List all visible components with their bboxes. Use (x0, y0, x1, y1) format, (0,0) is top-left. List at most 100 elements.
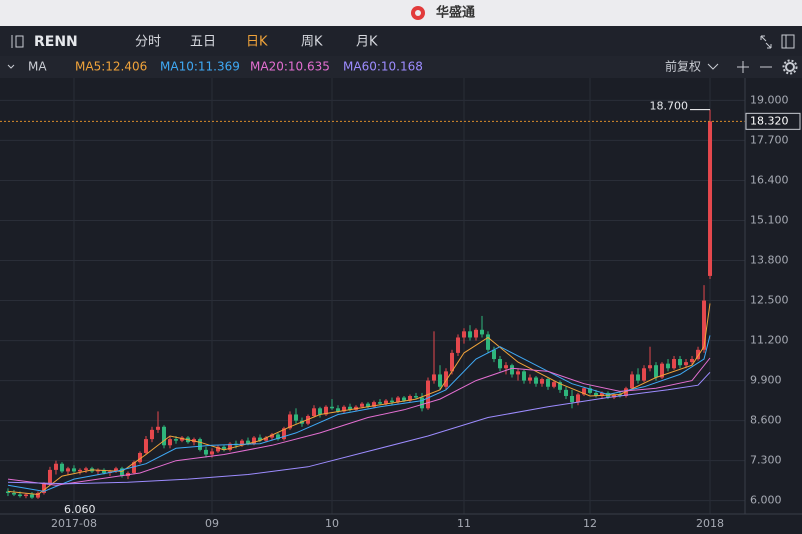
candle-body (576, 394, 581, 403)
candle-body (690, 359, 695, 363)
candle-body (29, 494, 34, 498)
candle-body (408, 395, 413, 401)
candle-body (588, 388, 593, 393)
candle-body (618, 394, 623, 396)
candle-body (696, 349, 701, 360)
candle-body (432, 374, 437, 381)
candle-body (101, 469, 106, 473)
candle-body (384, 400, 389, 404)
indicator-dropdown[interactable] (7, 64, 15, 69)
candle-body (474, 329, 479, 338)
candle-body (390, 400, 395, 403)
adjust-dropdown[interactable] (707, 63, 719, 70)
candle-body (564, 389, 569, 396)
candle-body (552, 382, 557, 387)
candle-body (23, 494, 28, 497)
candle-body (636, 374, 641, 381)
y-tick-label: 8.600 (750, 414, 782, 427)
legend-entry: MA5:12.406 (75, 60, 147, 74)
candle-body (672, 359, 677, 369)
candle-body (546, 379, 551, 387)
candle-body (347, 406, 352, 410)
legend-entry: MA10:11.369 (160, 60, 240, 74)
candle-body (341, 406, 346, 412)
candle-body (245, 440, 250, 444)
tab[interactable]: 周K (301, 35, 323, 50)
tab-active[interactable]: 日K (246, 35, 268, 50)
candle-body (227, 443, 232, 450)
candle-body (11, 492, 16, 495)
candle-body (359, 403, 364, 407)
last-price-label: 18.320 (750, 114, 789, 127)
candle-body (317, 408, 322, 415)
candle-body (372, 402, 377, 407)
candle-body (257, 437, 262, 441)
candle-body (414, 395, 419, 398)
candle-body (378, 402, 383, 404)
candle-body (468, 331, 473, 338)
candle-body (329, 406, 334, 409)
expand-icon[interactable] (760, 35, 772, 49)
indicator-name: MA (28, 60, 47, 74)
y-tick-label: 19.000 (750, 93, 789, 106)
candle-body (167, 439, 172, 446)
candle-body (293, 414, 298, 421)
y-tick-label: 16.400 (750, 173, 789, 186)
candle-body (666, 363, 671, 369)
x-tick-label: 2017-08 (51, 517, 97, 530)
candle-body (5, 491, 10, 493)
settings-icon[interactable] (782, 59, 798, 75)
candle-body (462, 331, 467, 338)
x-tick-label: 10 (325, 517, 339, 530)
candle-body (71, 468, 76, 472)
y-tick-label: 11.200 (750, 334, 789, 347)
candle-body (149, 429, 154, 440)
candle-body (119, 468, 124, 477)
panel-icon[interactable] (781, 34, 795, 49)
candle-body (528, 377, 533, 381)
candle-body (83, 468, 88, 470)
candle-body (456, 337, 461, 353)
x-tick-label: 2018 (696, 517, 724, 530)
min-label: 6.060 (64, 503, 96, 516)
tab[interactable]: 月K (356, 35, 378, 50)
candle-body (522, 371, 527, 381)
candle-body (450, 352, 455, 372)
candle-body (558, 382, 563, 390)
adjust-select[interactable]: 前复权 (665, 59, 701, 74)
candle-body (155, 426, 160, 430)
title-bar (0, 0, 802, 26)
collapse-icon[interactable] (11, 35, 24, 48)
candle-body (131, 462, 136, 473)
candle-body (251, 437, 256, 444)
candle-body (203, 449, 208, 455)
indicator-bar (0, 56, 802, 78)
last-price-box (745, 112, 801, 130)
x-tick-label: 12 (583, 517, 597, 530)
candle-body (41, 483, 46, 493)
candle-body (269, 434, 274, 438)
candle-body (161, 426, 166, 446)
tab[interactable]: 分时 (135, 35, 161, 50)
app-title: 华盛通 (436, 5, 475, 21)
candle-body (77, 469, 82, 472)
candle-body (275, 434, 280, 440)
candle-body (396, 397, 401, 403)
tab[interactable]: 五日 (190, 35, 216, 50)
candle-body (221, 446, 226, 450)
zoom-in[interactable] (737, 61, 749, 73)
chart: 6.000 7.300 8.600 9.900 11.200 12.500 13.800 15… (0, 60, 801, 530)
candle-body (113, 468, 118, 472)
candle-body (582, 388, 587, 395)
candle-body (53, 463, 58, 470)
candle-body (642, 368, 647, 381)
legend-entry: MA20:10.635 (250, 60, 330, 74)
legend-entry: MA60:10.168 (343, 60, 423, 74)
x-tick-label: 11 (457, 517, 471, 530)
candle-body (480, 329, 485, 335)
ma-line (7, 303, 711, 496)
candle-body (335, 408, 340, 412)
candle-body (684, 362, 689, 366)
candle-body (594, 392, 599, 396)
y-tick-label: 12.500 (750, 294, 789, 307)
